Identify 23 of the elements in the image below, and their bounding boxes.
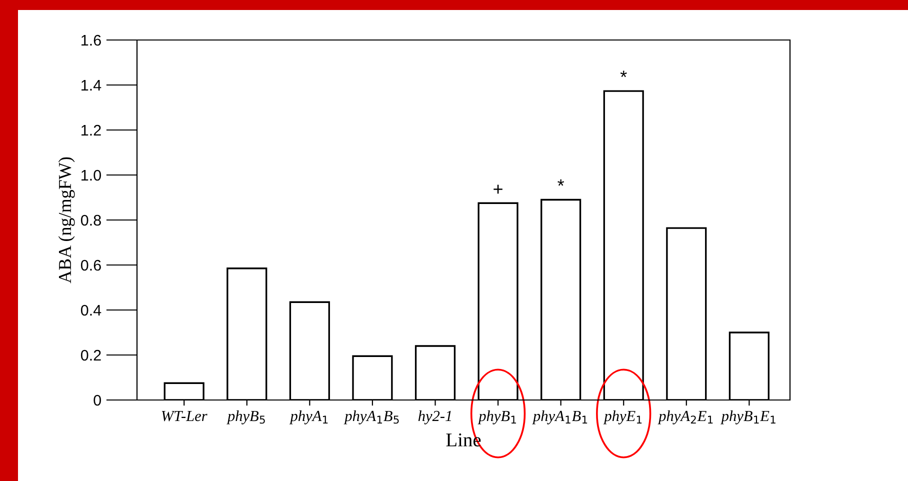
y-tick-label: 1.6 bbox=[82, 34, 101, 46]
x-tick-label: phyA$_{1}$ bbox=[289, 410, 328, 424]
y-axis-title: ABA (ng/mgFW) bbox=[58, 157, 75, 284]
y-tick-label: 0.8 bbox=[80, 214, 101, 226]
x-tick-label: phyB$_{1}$E$_{1}$ bbox=[720, 410, 776, 424]
y-tick-label: 0.4 bbox=[80, 304, 102, 316]
x-tick-label: phyB$_{1}$ bbox=[478, 410, 516, 424]
y-tick-label: 0 bbox=[94, 394, 101, 406]
y-tick-label: 1.4 bbox=[82, 80, 102, 91]
x-tick-label: phyA$_{2}$E$_{1}$ bbox=[658, 410, 713, 424]
y-tick-label: 0.6 bbox=[80, 260, 101, 271]
y-tick-label: 1.0 bbox=[82, 170, 101, 181]
x-tick-label: hy2-1 bbox=[418, 410, 451, 424]
x-tick-label: phyB$_{5}$ bbox=[226, 410, 265, 424]
y-tick-label: 0.2 bbox=[80, 350, 101, 361]
x-tick-label: phyE$_{1}$ bbox=[603, 410, 642, 424]
y-tick-label: 1.2 bbox=[82, 124, 101, 136]
annotation: * bbox=[558, 179, 564, 186]
x-tick-label: WT-Ler bbox=[162, 411, 208, 422]
x-tick-label: phyA$_{1}$B$_{5}$ bbox=[344, 410, 399, 424]
annotation: + bbox=[494, 184, 502, 194]
annotation: * bbox=[620, 70, 627, 78]
x-tick-label: phyA$_{1}$B$_{1}$ bbox=[532, 410, 588, 424]
